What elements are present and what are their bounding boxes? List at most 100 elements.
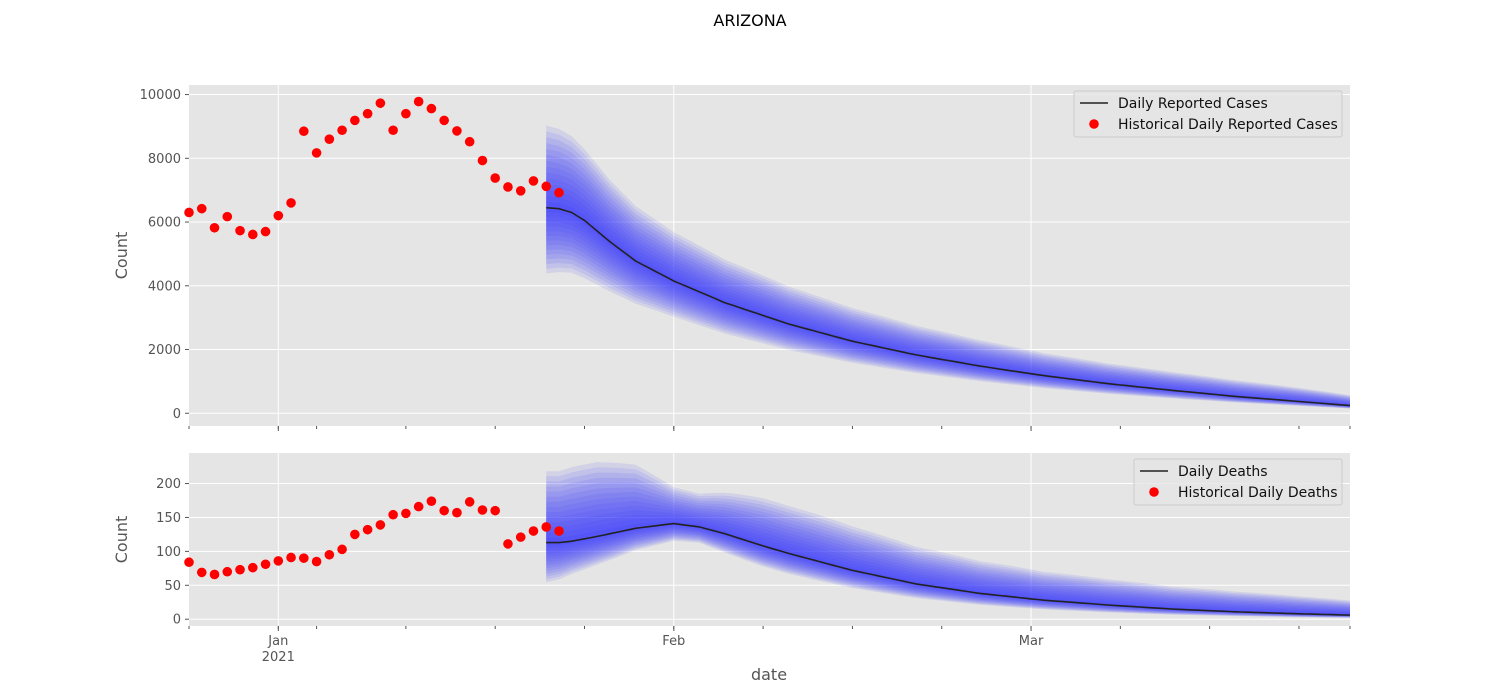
historical-point	[490, 505, 500, 516]
historical-point	[196, 567, 207, 578]
historical-point	[222, 211, 233, 222]
historical-point	[413, 501, 424, 512]
forecast-band	[546, 154, 1350, 408]
y-tick-label: 0	[173, 613, 181, 628]
historical-point	[209, 569, 220, 580]
historical-point	[388, 509, 398, 520]
historical-point	[350, 529, 360, 540]
x-tick-label: Jan	[267, 634, 288, 649]
historical-point	[286, 198, 296, 208]
legend: Daily Reported Cases Historical Daily Rep…	[1073, 90, 1343, 138]
y-tick-label: 8000	[148, 152, 181, 167]
historical-point	[452, 126, 462, 136]
historical-point	[554, 526, 564, 536]
historical-point	[184, 557, 194, 568]
historical-point	[311, 148, 322, 158]
forecast-band	[546, 514, 1350, 616]
historical-point	[324, 134, 335, 144]
forecast-band	[546, 505, 1350, 617]
forecast-band	[546, 477, 1350, 618]
forecast-band	[546, 467, 1350, 618]
historical-point	[362, 524, 373, 535]
x-axis-label: date	[751, 665, 787, 684]
forecast-band	[546, 491, 1350, 617]
historical-point	[439, 115, 449, 126]
historical-point	[222, 566, 233, 577]
legend-marker-swatch	[1089, 119, 1099, 129]
historical-point	[515, 186, 526, 196]
historical-point	[235, 564, 245, 575]
historical-point	[388, 125, 398, 136]
forecast-band	[546, 137, 1350, 409]
historical-point	[286, 552, 296, 563]
forecast-band	[546, 149, 1350, 408]
historical-point	[528, 526, 539, 536]
x-tick-sublabel: 2021	[262, 650, 295, 665]
y-tick-label: 6000	[148, 216, 181, 231]
forecast-band	[546, 190, 1350, 407]
historical-point	[350, 115, 360, 126]
legend-box	[1073, 90, 1343, 138]
historical-point	[541, 522, 552, 532]
y-tick-label: 150	[156, 511, 181, 526]
legend-entry-label: Historical Daily Reported Cases	[1118, 117, 1338, 133]
x-tick-label: Mar	[1019, 634, 1044, 649]
historical-point	[184, 207, 194, 218]
legend-entry-label: Daily Reported Cases	[1118, 96, 1268, 112]
historical-point	[311, 556, 322, 567]
y-tick-label: 100	[156, 545, 181, 560]
legend-box	[1133, 458, 1343, 506]
forecast-band	[546, 501, 1350, 617]
legend: Daily Deaths Historical Daily Deaths	[1133, 458, 1343, 506]
historical-point	[235, 225, 245, 236]
forecast-line	[546, 206, 1351, 407]
historical-point	[464, 497, 475, 507]
forecast-band	[546, 487, 1350, 617]
historical-point	[452, 507, 462, 518]
forecast-band	[546, 160, 1350, 408]
historical-point	[439, 505, 449, 516]
historical-point	[503, 539, 513, 549]
y-tick-label: 2000	[148, 343, 181, 358]
historical-point	[273, 210, 284, 221]
historical-point	[337, 125, 347, 136]
legend-entry-label: Historical Daily Deaths	[1178, 485, 1338, 501]
plot-area	[189, 85, 1350, 426]
forecast-band	[546, 131, 1350, 409]
historical-point	[464, 136, 475, 147]
historical-point	[362, 108, 373, 119]
historical-point	[260, 559, 271, 570]
historical-point	[260, 226, 271, 237]
historical-point	[375, 520, 386, 530]
forecast-band	[546, 143, 1350, 408]
historical-point	[554, 187, 564, 198]
historical-point	[247, 562, 258, 573]
historical-point	[541, 181, 552, 192]
historical-point	[477, 155, 488, 166]
forecast-band	[546, 462, 1350, 618]
historical-point	[401, 108, 411, 119]
y-axis-label: Count	[112, 516, 131, 564]
forecast-band	[546, 166, 1350, 408]
historical-point	[196, 203, 207, 214]
historical-point	[247, 229, 258, 240]
legend-marker-swatch	[1149, 487, 1159, 497]
historical-point	[477, 505, 488, 515]
historical-point	[426, 496, 437, 506]
historical-point	[337, 544, 347, 555]
forecast-band	[546, 125, 1350, 409]
cases-panel: 0 2000 4000 6000 8000 10000 Count Daily Reporte…	[112, 85, 1351, 431]
historical-point	[503, 182, 513, 192]
historical-point	[273, 556, 284, 566]
forecast-band	[546, 482, 1350, 617]
forecast-band	[546, 510, 1350, 616]
y-tick-label: 200	[156, 477, 181, 492]
historical-point	[299, 126, 309, 137]
historical-point	[209, 222, 220, 233]
legend-entry-label: Daily Deaths	[1178, 464, 1268, 480]
historical-point	[375, 98, 386, 108]
y-tick-label: 0	[173, 407, 181, 422]
y-tick-label: 4000	[148, 279, 181, 294]
